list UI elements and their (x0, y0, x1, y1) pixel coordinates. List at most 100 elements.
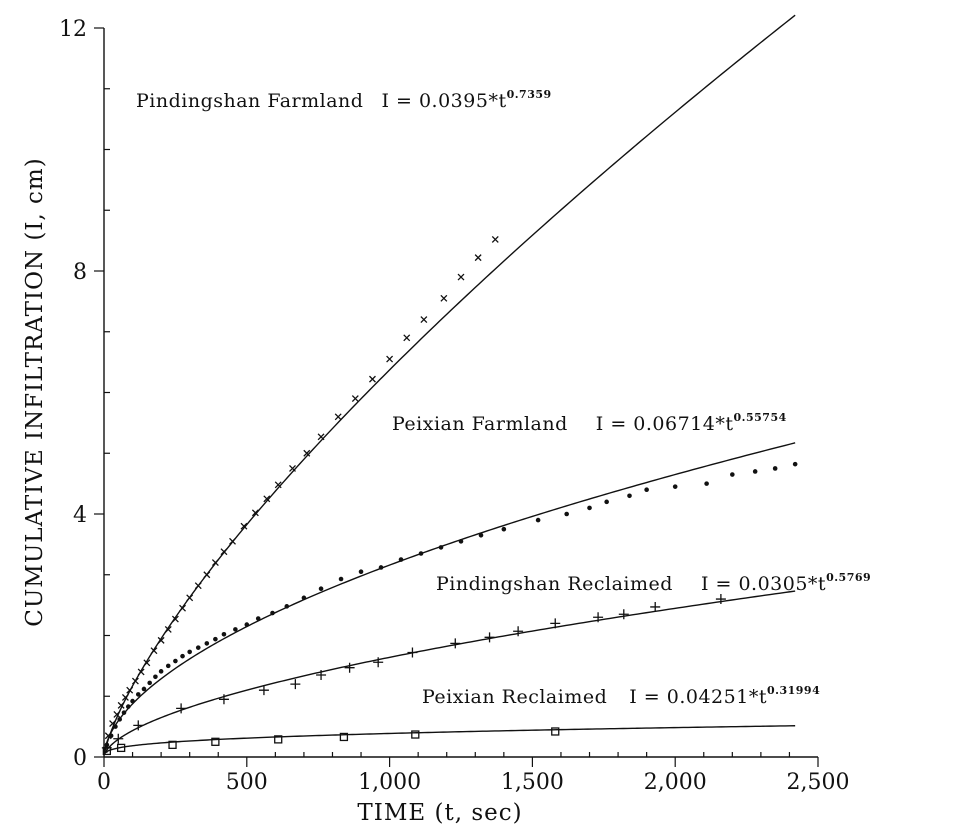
data-point-pf (289, 464, 296, 472)
data-point-px (378, 565, 384, 570)
data-point-px (772, 466, 778, 471)
label-peixian-reclaimed: Peixian Reclaimed I = 0.04251*t0.31994 (422, 684, 820, 708)
data-point-pf (403, 334, 411, 342)
series-equation: I = 0.06714*t (596, 413, 734, 435)
data-point-pf (143, 659, 151, 667)
data-point-px (564, 511, 569, 517)
series-exponent: 0.31994 (767, 684, 820, 697)
x-tick-label: 2,000 (644, 770, 707, 795)
data-point-pf (131, 677, 139, 685)
data-point-px (284, 604, 290, 609)
data-point-pf (386, 355, 394, 363)
data-point-pr (113, 733, 124, 744)
data-point-prc (102, 746, 112, 756)
data-point-px (113, 724, 118, 729)
data-point-px (604, 499, 609, 505)
data-point-prc (168, 740, 177, 749)
y-axis-title: CUMULATIVE INFILTRATION (I, cm) (22, 157, 48, 626)
series-equation: I = 0.04251*t (629, 686, 767, 708)
data-point-pf (220, 548, 228, 556)
data-point-pf (164, 625, 172, 633)
axis-ticks (94, 27, 819, 767)
data-point-px (255, 616, 261, 621)
data-point-px (398, 557, 404, 562)
data-point-pf (369, 375, 376, 383)
plot-axes (103, 28, 818, 758)
data-point-px (130, 698, 135, 704)
data-point-pf (274, 481, 282, 489)
data-point-px (338, 576, 344, 582)
data-point-pr (176, 703, 187, 714)
fit-curve-pf (103, 14, 796, 755)
series-name: Peixian Reclaimed (422, 686, 607, 708)
data-point-pf (137, 668, 145, 676)
fit-curves (103, 14, 796, 756)
data-point-px (187, 649, 192, 655)
data-point-px (792, 461, 798, 467)
data-point-px (418, 551, 424, 556)
data-point-px (358, 569, 364, 575)
data-point-pr (133, 720, 144, 731)
data-point-pf (121, 694, 129, 701)
data-point-pf (203, 571, 211, 579)
series-exponent: 0.5769 (826, 571, 871, 584)
data-point-prc (211, 737, 220, 746)
data-point-px (478, 532, 484, 538)
data-point-pr (484, 632, 495, 643)
y-tick-label: 4 (73, 503, 87, 528)
data-point-px (233, 627, 238, 632)
x-axis-title: TIME (t, sec) (357, 800, 522, 826)
data-point-pf (186, 594, 194, 602)
fit-curve-pr (103, 590, 796, 756)
data-point-pr (450, 638, 461, 649)
data-point-px (644, 487, 649, 493)
data-point-pf (334, 413, 342, 421)
data-point-px (158, 669, 164, 674)
data-point-pr (593, 612, 604, 623)
data-point-pf (179, 604, 186, 612)
data-point-pf (126, 686, 134, 694)
data-point-pf (440, 294, 448, 302)
data-point-px (173, 658, 178, 664)
fit-curve-px (103, 442, 796, 754)
data-point-pf (317, 433, 325, 441)
data-point-px (108, 733, 114, 739)
data-point-px (672, 484, 678, 489)
data-point-pf (229, 537, 236, 545)
data-point-px (244, 622, 250, 627)
data-point-prc (274, 735, 283, 744)
data-point-pf (117, 701, 125, 709)
y-tick-label: 12 (59, 17, 87, 42)
label-peixian-farmland: Peixian Farmland I = 0.06714*t0.55754 (392, 411, 787, 435)
data-point-px (135, 692, 141, 697)
x-tick-label: 500 (226, 770, 268, 795)
data-point-px (587, 505, 592, 511)
data-point-px (204, 641, 210, 646)
x-tick-label: 1,000 (358, 770, 421, 795)
data-point-pf (251, 509, 259, 517)
data-point-px (141, 686, 147, 692)
points-prc (102, 727, 560, 756)
points-px (104, 461, 798, 748)
data-point-prc (551, 727, 560, 736)
data-point-pf (420, 316, 428, 324)
data-point-px (535, 517, 541, 523)
series-name: Pindingshan Farmland (136, 90, 363, 112)
series-exponent: 0.55754 (734, 411, 787, 424)
data-point-px (501, 526, 507, 532)
data-point-pr (715, 594, 726, 605)
data-point-pf (171, 615, 179, 623)
data-points (101, 235, 798, 756)
data-point-px (125, 704, 131, 709)
data-point-px (704, 481, 709, 486)
points-pr (101, 594, 726, 753)
data-point-px (153, 674, 158, 680)
data-point-pr (290, 679, 301, 690)
data-point-pr (258, 685, 269, 696)
label-pindingshan-reclaimed: Pindingshan Reclaimed I = 0.0305*t0.5769 (436, 571, 871, 595)
series-name: Peixian Farmland (392, 413, 568, 435)
data-point-pr (373, 657, 384, 668)
data-point-pr (550, 618, 561, 629)
series-exponent: 0.7359 (507, 88, 552, 101)
